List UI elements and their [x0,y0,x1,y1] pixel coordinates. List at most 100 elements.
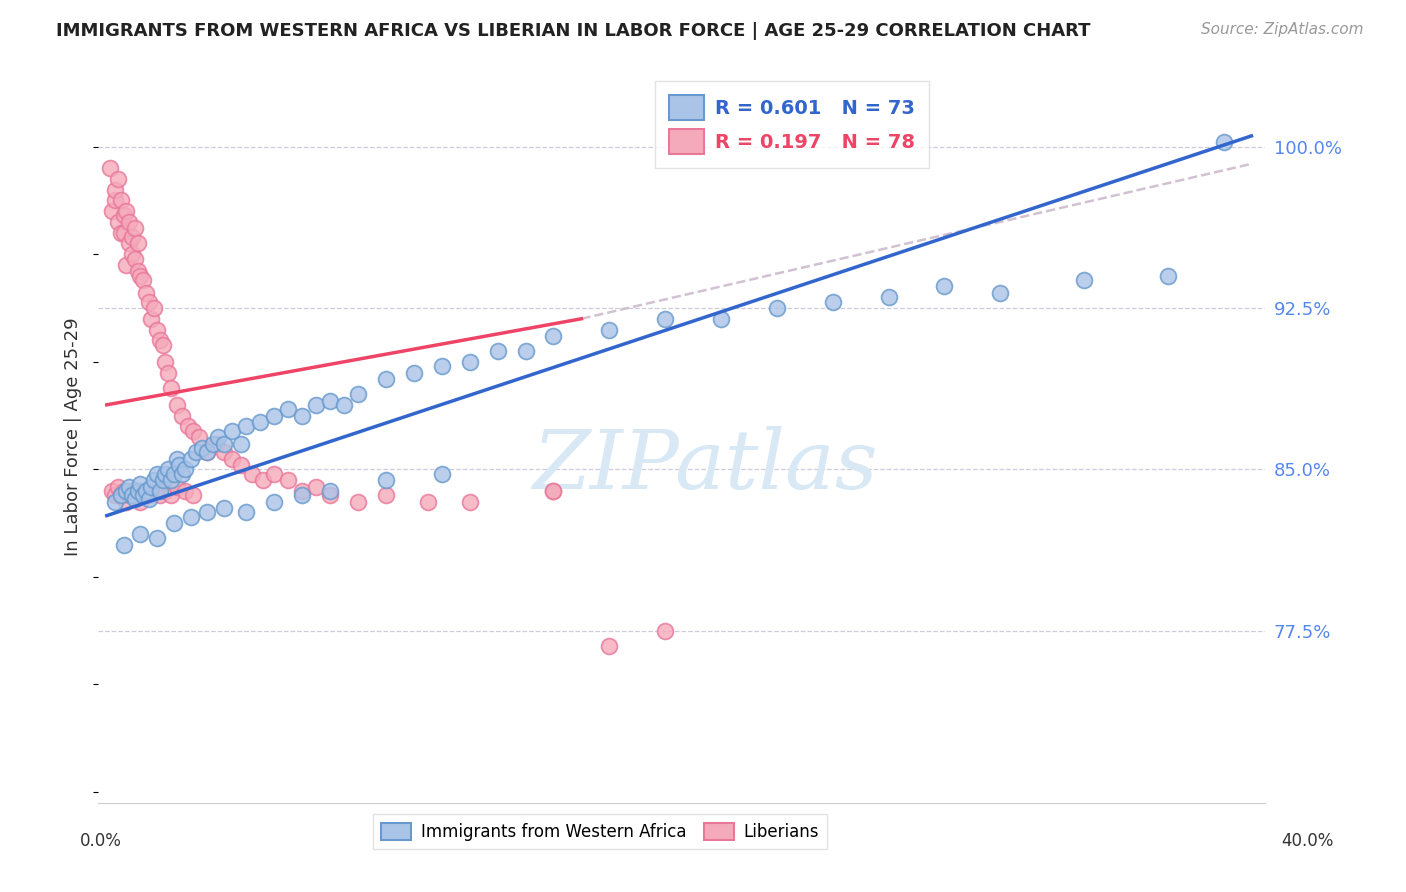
Point [291,409,314,423]
Point [107,479,129,493]
Text: 0.0%: 0.0% [80,831,122,849]
Point [212,501,235,516]
Point [121,483,143,498]
Point [263,467,285,481]
Point [118,236,141,251]
Point [107,215,129,229]
Point [110,194,132,208]
Point [104,494,127,508]
Point [149,488,172,502]
Point [163,467,186,481]
Point [138,488,160,502]
Point [115,204,138,219]
Point [877,290,900,304]
Point [115,258,138,272]
Point [252,473,274,487]
Point [375,473,398,487]
Point [143,473,166,487]
Point [319,483,342,498]
Point [598,322,620,336]
Point [821,294,844,309]
Point [141,479,163,493]
Point [195,445,218,459]
Point [152,473,174,487]
Point [375,488,398,502]
Point [127,483,149,498]
Point [277,473,299,487]
Point [988,285,1011,300]
Point [172,467,194,481]
Y-axis label: In Labor Force | Age 25-29: In Labor Force | Age 25-29 [65,318,83,557]
Point [174,462,197,476]
Point [277,402,299,417]
Point [121,230,143,244]
Point [347,494,370,508]
Point [166,398,188,412]
Point [305,479,328,493]
Point [305,398,328,412]
Point [129,494,152,508]
Point [654,311,676,326]
Point [149,333,172,347]
Point [112,538,135,552]
Point [240,467,263,481]
Point [204,436,226,450]
Point [169,458,191,472]
Point [129,268,152,283]
Point [1157,268,1180,283]
Point [127,488,149,502]
Point [166,451,188,466]
Text: Source: ZipAtlas.com: Source: ZipAtlas.com [1201,22,1364,37]
Point [221,424,243,438]
Point [543,483,565,498]
Point [187,430,209,444]
Text: IMMIGRANTS FROM WESTERN AFRICA VS LIBERIAN IN LABOR FORCE | AGE 25-29 CORRELATIO: IMMIGRANTS FROM WESTERN AFRICA VS LIBERI… [56,22,1091,40]
Point [515,344,537,359]
Point [212,445,235,459]
Point [229,436,252,450]
Point [157,366,180,380]
Point [115,494,138,508]
Point [166,479,188,493]
Point [430,467,453,481]
Point [124,483,146,498]
Point [132,273,155,287]
Point [207,430,229,444]
Point [110,488,132,502]
Point [319,393,342,408]
Point [201,436,224,450]
Point [416,494,439,508]
Point [146,322,169,336]
Point [212,436,235,450]
Point [135,483,157,498]
Point [98,161,121,176]
Point [249,415,271,429]
Point [934,279,956,293]
Point [1212,136,1234,150]
Point [143,479,166,493]
Point [138,294,160,309]
Point [598,639,620,653]
Point [458,355,481,369]
Point [710,311,733,326]
Point [430,359,453,373]
Point [104,194,127,208]
Point [221,451,243,466]
Point [124,492,146,507]
Point [155,467,177,481]
Point [543,483,565,498]
Point [163,516,186,530]
Text: 40.0%: 40.0% [1281,831,1334,849]
Point [160,473,183,487]
Point [124,221,146,235]
Point [458,494,481,508]
Point [118,488,141,502]
Point [183,488,205,502]
Point [190,441,212,455]
Legend: Immigrants from Western Africa, Liberians: Immigrants from Western Africa, Liberian… [373,814,827,849]
Point [1073,273,1095,287]
Point [155,355,177,369]
Point [118,215,141,229]
Point [333,398,356,412]
Point [104,488,127,502]
